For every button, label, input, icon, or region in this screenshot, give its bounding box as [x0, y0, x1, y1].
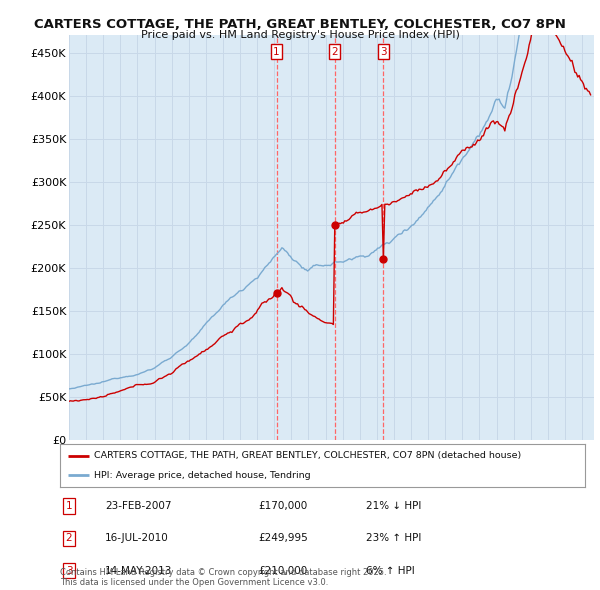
Text: 21% ↓ HPI: 21% ↓ HPI: [366, 501, 421, 511]
Text: £249,995: £249,995: [258, 533, 308, 543]
Text: 23-FEB-2007: 23-FEB-2007: [105, 501, 172, 511]
Text: 6% ↑ HPI: 6% ↑ HPI: [366, 566, 415, 576]
Text: 16-JUL-2010: 16-JUL-2010: [105, 533, 169, 543]
Text: 14-MAY-2013: 14-MAY-2013: [105, 566, 172, 576]
Text: 23% ↑ HPI: 23% ↑ HPI: [366, 533, 421, 543]
Text: 1: 1: [273, 47, 280, 57]
Text: 2: 2: [331, 47, 338, 57]
Text: CARTERS COTTAGE, THE PATH, GREAT BENTLEY, COLCHESTER, CO7 8PN: CARTERS COTTAGE, THE PATH, GREAT BENTLEY…: [34, 18, 566, 31]
Text: Price paid vs. HM Land Registry's House Price Index (HPI): Price paid vs. HM Land Registry's House …: [140, 30, 460, 40]
Text: CARTERS COTTAGE, THE PATH, GREAT BENTLEY, COLCHESTER, CO7 8PN (detached house): CARTERS COTTAGE, THE PATH, GREAT BENTLEY…: [94, 451, 521, 460]
Text: £170,000: £170,000: [258, 501, 307, 511]
Text: £210,000: £210,000: [258, 566, 307, 576]
Text: HPI: Average price, detached house, Tendring: HPI: Average price, detached house, Tend…: [94, 471, 311, 480]
Text: 2: 2: [65, 533, 73, 543]
Text: 3: 3: [65, 566, 73, 576]
Text: Contains HM Land Registry data © Crown copyright and database right 2025.
This d: Contains HM Land Registry data © Crown c…: [60, 568, 386, 587]
Text: 1: 1: [65, 501, 73, 511]
Text: 3: 3: [380, 47, 386, 57]
